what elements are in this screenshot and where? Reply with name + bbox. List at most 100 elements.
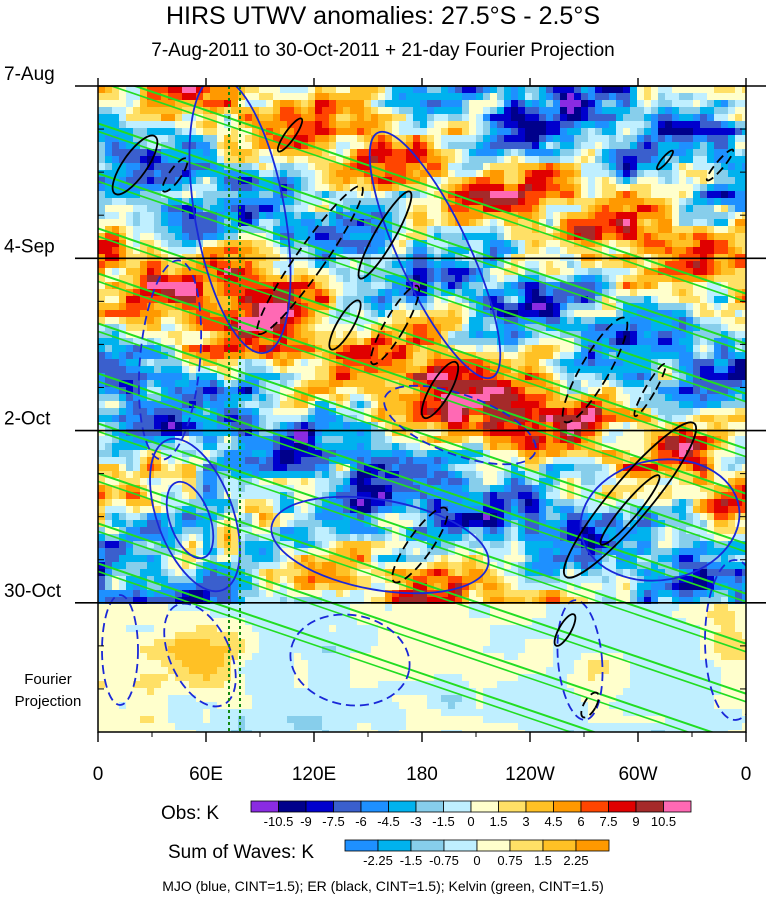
fourier-projection-label: Fourier	[24, 671, 72, 688]
waves-colorbar-swatch	[410, 839, 445, 852]
obs-colorbar-tick-label: 9	[632, 814, 639, 829]
er-contour	[420, 360, 460, 420]
kelvin-contour	[98, 122, 746, 345]
waves-colorbar-swatch	[443, 839, 478, 852]
obs-colorbar-tick-label: 3	[522, 814, 529, 829]
obs-colorbar-tick-label: -10.5	[264, 814, 294, 829]
x-tick-label: 0	[93, 764, 104, 785]
waves-colorbar-tick-label: 2.25	[563, 853, 588, 868]
er-contour	[599, 474, 661, 546]
y-tick-label: 30-Oct	[4, 581, 62, 602]
x-tick-label: 60W	[618, 764, 657, 785]
kelvin-contour	[98, 562, 597, 732]
waves-colorbar-tick-label: -0.75	[429, 853, 459, 868]
obs-colorbar-swatch	[553, 800, 582, 813]
er-contour	[656, 149, 674, 171]
obs-colorbar-swatch	[525, 800, 554, 813]
kelvin-contour	[98, 472, 746, 695]
mjo-contour	[137, 259, 203, 461]
er-contour	[111, 134, 159, 196]
obs-colorbar-swatch	[470, 800, 499, 813]
x-tick-label: 120E	[292, 764, 336, 785]
kelvin-contour	[98, 280, 746, 503]
er-contour	[328, 299, 362, 351]
waves-colorbar-tick-label: 0	[473, 853, 480, 868]
contour-legend-footer: MJO (blue, CINT=1.5); ER (black, CINT=1.…	[162, 878, 604, 894]
x-tick-label: 120W	[505, 764, 555, 785]
chart-title: HIRS UTWV anomalies: 27.5°S - 2.5°S	[165, 2, 601, 30]
waves-colorbar-swatch	[542, 839, 577, 852]
obs-colorbar-tick-label: 10.5	[651, 814, 676, 829]
waves-colorbar-swatch	[344, 839, 379, 852]
mjo-contour	[270, 495, 490, 595]
obs-colorbar-tick-label: 4.5	[544, 814, 562, 829]
obs-colorbar-swatch	[333, 800, 362, 813]
obs-colorbar-tick-label: 6	[577, 814, 584, 829]
chart-subtitle: 7-Aug-2011 to 30-Oct-2011 + 21-day Fouri…	[151, 40, 615, 61]
x-tick-label: 0	[741, 764, 752, 785]
waves-colorbar-tick-label: -1.5	[400, 853, 422, 868]
er-contour	[705, 148, 735, 182]
mjo-contour	[289, 613, 411, 707]
kelvin-contour	[98, 480, 746, 703]
er-contour	[563, 421, 697, 579]
waves-colorbar-tick-label: 1.5	[534, 853, 552, 868]
er-contour	[391, 506, 449, 584]
obs-colorbar-swatch	[305, 800, 334, 813]
kelvin-contour	[98, 380, 746, 603]
waves-colorbar-swatch	[509, 839, 544, 852]
kelvin-contour	[131, 86, 746, 295]
waves-colorbar-tick-label: -2.25	[363, 853, 393, 868]
waves-colorbar-swatch	[377, 839, 412, 852]
er-contour	[161, 157, 189, 193]
obs-colorbar-swatch	[360, 800, 389, 813]
mjo-contour	[556, 599, 604, 721]
obs-colorbar-tick-label: -9	[300, 814, 312, 829]
obs-colorbar-tick-label: -4.5	[377, 814, 399, 829]
er-contour	[633, 362, 667, 418]
kelvin-contour	[109, 86, 746, 303]
mjo-contour	[165, 480, 215, 560]
y-tick-label: 7-Aug	[4, 64, 55, 85]
er-contour	[369, 284, 421, 366]
obs-colorbar-swatch	[608, 800, 637, 813]
er-contour	[561, 316, 629, 424]
obs-colorbar-label: Obs: K	[161, 803, 220, 824]
er-contour	[256, 184, 364, 336]
kelvin-contour	[98, 235, 746, 458]
kelvin-contour	[98, 130, 746, 353]
kelvin-contour	[98, 530, 691, 732]
x-tick-label: 180	[406, 764, 438, 785]
kelvin-contour	[98, 227, 746, 450]
obs-colorbar-swatch	[443, 800, 472, 813]
obs-colorbar-swatch	[580, 800, 609, 813]
mjo-contour	[368, 130, 502, 380]
er-contour	[553, 613, 577, 647]
x-tick-label: 60E	[189, 764, 223, 785]
obs-colorbar-swatch	[663, 800, 692, 813]
y-tick-label: 4-Sep	[4, 236, 55, 257]
obs-colorbar-swatch	[635, 800, 664, 813]
er-contour	[276, 117, 304, 153]
kelvin-contour	[98, 372, 746, 595]
mjo-contour	[149, 437, 241, 593]
mjo-contour	[383, 384, 537, 466]
fourier-projection-label: Projection	[15, 693, 82, 710]
mjo-contour	[163, 602, 237, 708]
obs-colorbar-tick-label: 7.5	[599, 814, 617, 829]
kelvin-contour	[98, 430, 746, 653]
obs-colorbar-tick-label: 1.5	[489, 814, 507, 829]
waves-colorbar-swatch	[476, 839, 511, 852]
obs-colorbar-tick-label: -1.5	[432, 814, 454, 829]
kelvin-contour	[98, 422, 746, 645]
obs-colorbar-swatch	[415, 800, 444, 813]
obs-colorbar-tick-label: -6	[355, 814, 367, 829]
waves-colorbar-tick-label: 0.75	[497, 853, 522, 868]
er-contour	[580, 691, 600, 719]
obs-colorbar-tick-label: 0	[467, 814, 474, 829]
mjo-contour	[188, 86, 292, 354]
y-tick-label: 2-Oct	[4, 409, 51, 430]
waves-colorbar-swatch	[575, 839, 610, 852]
mjo-contour	[101, 594, 139, 706]
